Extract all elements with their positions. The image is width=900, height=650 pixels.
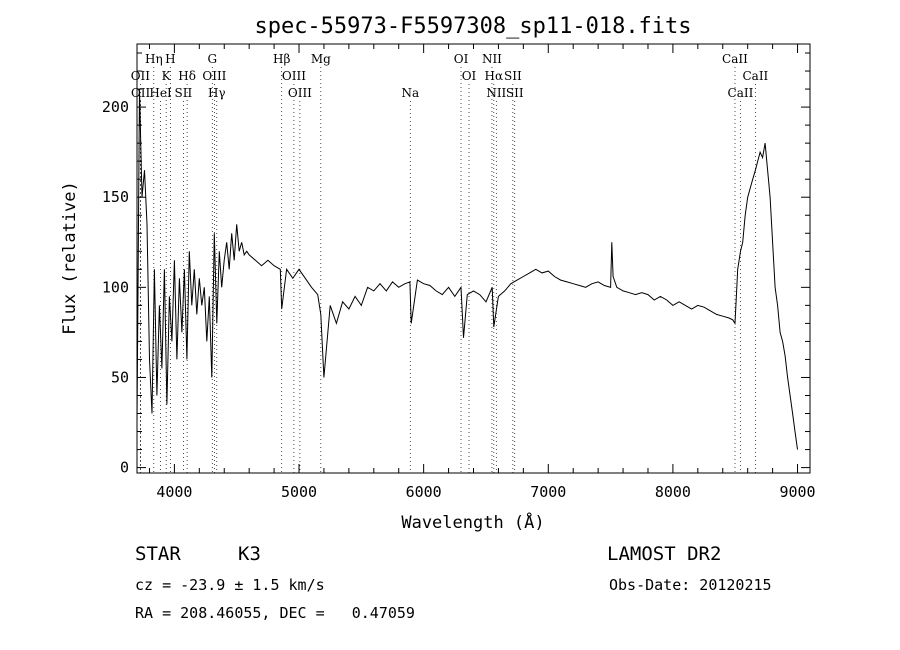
- x-tick-label: 5000: [281, 483, 317, 501]
- observation-date: Obs-Date: 20120215: [609, 576, 772, 594]
- object-subclass: K3: [238, 543, 261, 565]
- line-marker-label: OI: [454, 52, 469, 66]
- line-marker-label: OIII: [282, 69, 306, 83]
- line-marker-label: Na: [401, 86, 419, 100]
- line-marker-label: SII: [506, 86, 524, 100]
- line-marker-label: CaII: [742, 69, 768, 83]
- x-tick-label: 4000: [156, 483, 192, 501]
- line-marker-label: H: [165, 52, 175, 66]
- line-marker-label: HeI: [149, 86, 172, 100]
- coordinates-readout: RA = 208.46055, DEC = 0.47059: [135, 604, 415, 622]
- line-marker-label: OII: [131, 86, 151, 100]
- line-marker-label: Mg: [311, 52, 331, 66]
- x-tick-label: 6000: [406, 483, 442, 501]
- y-tick-label: 150: [102, 188, 129, 206]
- y-tick-label: 100: [102, 278, 129, 296]
- line-marker-label: OIII: [288, 86, 312, 100]
- x-tick-label: 9000: [779, 483, 815, 501]
- line-marker-label: Hγ: [208, 86, 226, 100]
- line-marker-label: G: [207, 52, 217, 66]
- y-axis-label: Flux (relative): [60, 181, 80, 335]
- redshift-readout: cz = -23.9 ± 1.5 km/s: [135, 576, 325, 594]
- y-tick-label: 50: [111, 368, 129, 386]
- object-class: STAR: [135, 543, 181, 565]
- y-tick-label: 0: [120, 459, 129, 477]
- line-marker-label: NII: [486, 86, 506, 100]
- line-marker-label: OI: [462, 69, 477, 83]
- x-tick-label: 8000: [655, 483, 691, 501]
- line-marker-label: CaII: [728, 86, 754, 100]
- x-axis-label: Wavelength (Å): [401, 511, 544, 533]
- line-marker-label: Hβ: [273, 52, 290, 66]
- line-marker-label: OII: [131, 69, 151, 83]
- line-marker-label: SII: [175, 86, 193, 100]
- y-tick-label: 200: [102, 98, 129, 116]
- line-marker-label: SII: [504, 69, 522, 83]
- plot-frame: [136, 43, 811, 474]
- line-marker-label: Hα: [485, 69, 504, 83]
- line-marker-label: Hη: [145, 52, 163, 66]
- line-marker-label: Hδ: [178, 69, 196, 83]
- emission-line-markers: OII OII Hη HeI KH SII Hδ G OIII Hγ Hβ OIII OIII Mg Na O…: [131, 52, 769, 473]
- line-marker-label: CaII: [722, 52, 748, 66]
- spectrum-line: [136, 89, 798, 450]
- line-marker-label: OIII: [202, 69, 226, 83]
- survey-name: LAMOST DR2: [607, 543, 722, 565]
- x-tick-label: 7000: [530, 483, 566, 501]
- line-marker-label: NII: [482, 52, 502, 66]
- axis-ticks: 4000 5000 6000 7000 8000 9000 0 50 100 150 200: [102, 44, 816, 501]
- line-marker-label: K: [162, 69, 172, 83]
- chart-title: spec-55973-F5597308_sp11-018.fits: [254, 14, 691, 39]
